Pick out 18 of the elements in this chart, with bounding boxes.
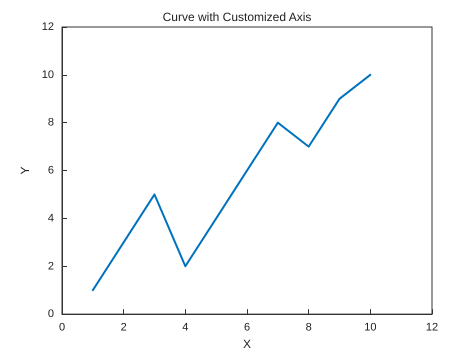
x-tick-label: 4 bbox=[182, 322, 188, 334]
x-tick-label: 0 bbox=[58, 322, 66, 334]
x-tick-label: 12 bbox=[426, 322, 438, 334]
y-axis-title: Y bbox=[18, 166, 32, 175]
y-tick-label: 12 bbox=[42, 21, 54, 33]
x-axis-title: X bbox=[242, 337, 252, 351]
x-tick-label: 6 bbox=[244, 322, 250, 334]
y-tick-label: 4 bbox=[48, 212, 54, 224]
y-tick-label: 10 bbox=[42, 68, 54, 81]
y-tick-label: 8 bbox=[48, 116, 54, 129]
y-tick-label: 2 bbox=[48, 260, 54, 272]
x-tick-label: 10 bbox=[364, 322, 376, 334]
y-tick-label: 0 bbox=[48, 308, 54, 320]
y-tick-label: 6 bbox=[48, 164, 54, 177]
chart-title: Curve with Customized Axis bbox=[162, 10, 312, 24]
line-series bbox=[92, 74, 372, 292]
x-tick-label: 2 bbox=[120, 322, 127, 334]
x-tick-label: 8 bbox=[306, 322, 312, 334]
